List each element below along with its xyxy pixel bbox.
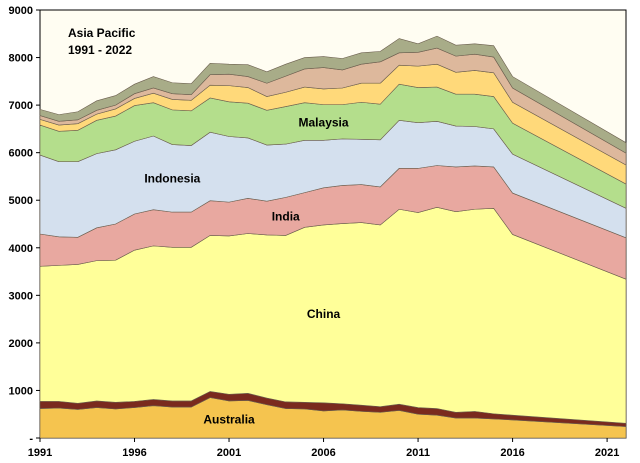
x-tick-label: 2011 — [406, 447, 430, 459]
x-tick-label: 2001 — [217, 447, 241, 459]
y-tick-label: 4000 — [9, 243, 33, 255]
y-tick-label: 9000 — [9, 5, 33, 17]
y-tick-label: 8000 — [9, 53, 33, 65]
area-label-indonesia: Indonesia — [144, 171, 200, 185]
area-label-china: China — [307, 307, 341, 321]
area-series-group — [39, 35, 627, 439]
axes: - 1000 2000 3000 4000 5000 6000 7000 8000 9000 199… — [9, 5, 620, 459]
chart-subtitle: 1991 - 2022 — [68, 43, 132, 57]
area-label-australia: Australia — [203, 412, 255, 426]
y-tick-label: 5000 — [9, 195, 33, 207]
y-tick-label: 6000 — [9, 148, 33, 160]
chart-title: Asia Pacific — [68, 26, 136, 40]
x-tick-label: 1991 — [28, 447, 52, 459]
y-tick-label: 1000 — [9, 385, 33, 397]
y-tick-label: - — [29, 433, 33, 445]
x-tick-label: 2006 — [311, 447, 335, 459]
x-tick-label: 2016 — [500, 447, 524, 459]
x-tick-label: 1996 — [122, 447, 146, 459]
x-tick-label: 2021 — [595, 447, 619, 459]
area-series-other-8 — [39, 35, 627, 154]
area-label-india: India — [272, 209, 300, 223]
y-tick-label: 2000 — [9, 338, 33, 350]
area-label-malaysia: Malaysia — [299, 115, 349, 129]
y-tick-label: 3000 — [9, 290, 33, 302]
area-labels: Australia China India Indonesia Malaysia — [144, 115, 349, 426]
y-tick-label: 7000 — [9, 100, 33, 112]
